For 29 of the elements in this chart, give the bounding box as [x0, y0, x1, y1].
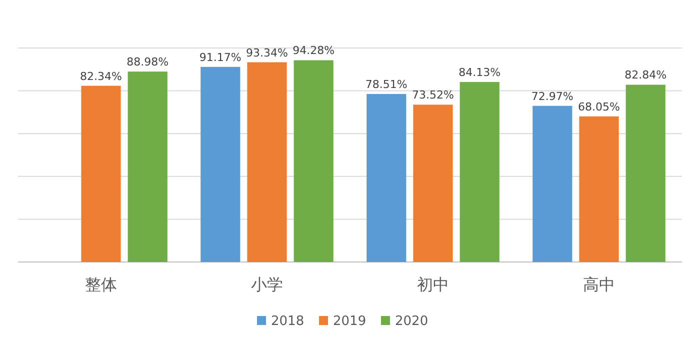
- bar: [413, 104, 453, 262]
- bar: [579, 116, 619, 262]
- legend-label: 2020: [395, 314, 428, 329]
- x-tick-label: 高中: [583, 275, 615, 294]
- data-label: 84.13%: [458, 66, 501, 79]
- data-label: 78.51%: [365, 78, 408, 91]
- bar: [247, 62, 287, 262]
- bar: [460, 82, 500, 262]
- data-label: 88.98%: [126, 56, 169, 69]
- data-label: 68.05%: [578, 100, 620, 114]
- data-label: 72.97%: [531, 90, 574, 103]
- bar: [81, 86, 121, 262]
- data-label: 73.52%: [412, 88, 454, 102]
- x-tick-label: 整体: [85, 275, 117, 294]
- legend-label: 2018: [271, 314, 304, 329]
- bar: [366, 94, 406, 262]
- bar: [200, 66, 240, 262]
- bar: [128, 72, 168, 262]
- x-tick-label: 小学: [251, 275, 283, 294]
- bar: [294, 60, 334, 262]
- legend-label: 2019: [333, 314, 366, 329]
- x-tick-label: 初中: [417, 275, 449, 294]
- data-label: 94.28%: [292, 44, 335, 58]
- data-label: 82.84%: [624, 68, 667, 82]
- bar: [626, 84, 666, 262]
- data-label: 82.34%: [80, 70, 122, 83]
- bar: [532, 106, 572, 262]
- data-label: 91.17%: [199, 50, 242, 64]
- data-label: 93.34%: [246, 46, 288, 60]
